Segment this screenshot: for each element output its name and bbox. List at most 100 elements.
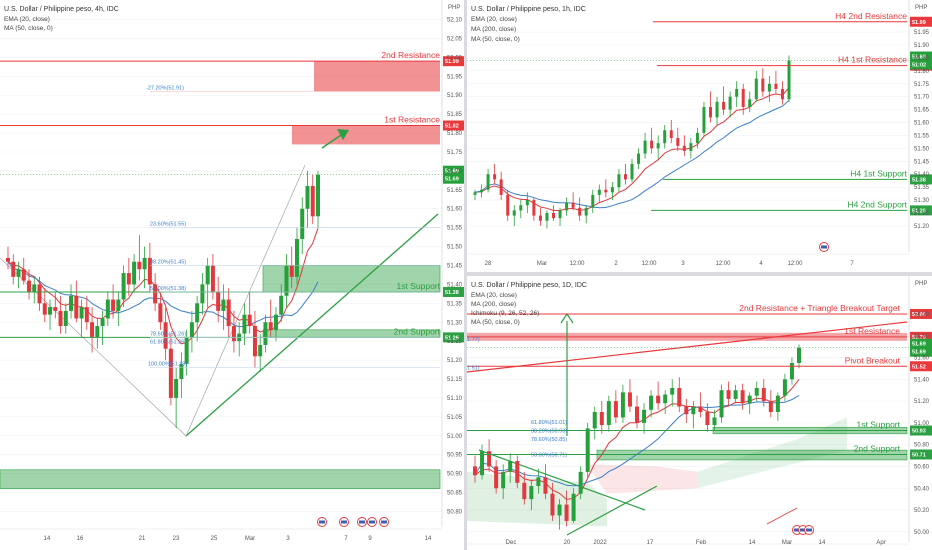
candle-body xyxy=(279,295,284,315)
candle-body xyxy=(684,406,689,415)
level-label: 2nd Resistance + Triangle Breakout Targe… xyxy=(739,303,900,313)
zone-rect xyxy=(0,469,441,490)
price-tag-box xyxy=(910,331,932,342)
candle-body xyxy=(53,307,58,311)
candle-body xyxy=(310,186,315,217)
h1-grid xyxy=(467,31,909,227)
fib-level-label: 78.60%(51.26) xyxy=(150,331,186,337)
time-tick-label: 7 xyxy=(850,261,854,267)
candle-body xyxy=(506,194,510,216)
h1-chart-panel[interactable]: H4 2nd Resistance 51.99 H4 1st Resistance 5… xyxy=(467,0,932,272)
candle-body xyxy=(656,395,661,404)
time-tick-label: Mar xyxy=(782,540,792,546)
price-tick-label: 51.05 xyxy=(447,415,463,421)
price-tick-label: 51.40 xyxy=(447,282,463,288)
d1-indicator-ma50: MA (50, close, 0) xyxy=(471,319,520,326)
candle-body xyxy=(515,461,520,483)
candle-body xyxy=(105,299,110,319)
zone-rect xyxy=(292,125,440,145)
candle-body xyxy=(58,310,63,327)
price-tick-label: 51.90 xyxy=(447,93,463,99)
price-tick-label: 51.35 xyxy=(914,185,930,191)
level-label: H4 1st Support xyxy=(850,168,907,178)
candle-body xyxy=(121,273,126,300)
candle-body xyxy=(780,88,784,100)
candle-body xyxy=(552,212,555,219)
candle-body xyxy=(300,208,305,240)
candle-body xyxy=(722,101,726,110)
current-price-text: 51.69 xyxy=(445,169,459,175)
time-tick-label: 7 xyxy=(344,536,348,542)
candle-body xyxy=(599,412,604,426)
candle-body xyxy=(578,471,583,494)
time-tick-label: Feb xyxy=(696,540,707,546)
candle-body xyxy=(231,326,236,342)
price-tick-label: 50.80 xyxy=(914,443,930,449)
candle-body xyxy=(627,392,632,407)
price-tick-label: 51.95 xyxy=(447,74,463,80)
candle-body xyxy=(21,269,26,281)
candle-body xyxy=(774,83,778,89)
cloud-red xyxy=(587,464,697,494)
candle-body xyxy=(42,303,47,315)
candle-body xyxy=(767,83,771,92)
current-price-box xyxy=(910,338,932,357)
price-tick-label: 51.75 xyxy=(914,82,930,88)
candle-body xyxy=(27,280,32,292)
d1-candles xyxy=(473,344,801,530)
fib-level-label: 50.00%(50.71) xyxy=(531,452,567,458)
time-tick-label: 12:00 xyxy=(641,261,657,267)
candle-body xyxy=(789,362,794,380)
time-tick-label: 12:00 xyxy=(715,261,731,267)
price-tick-label: 51.20 xyxy=(447,358,463,364)
fib-level-label: 23.60%(51.55) xyxy=(150,222,186,228)
candle-body xyxy=(712,417,717,426)
candle-body xyxy=(522,482,527,500)
candle-body xyxy=(189,322,194,338)
price-tag-box xyxy=(910,361,932,372)
candle-body xyxy=(775,395,780,412)
fib-level-label: 100.00%(51.18) xyxy=(148,362,187,368)
price-tag-text: 51.38 xyxy=(445,290,459,296)
candle-body xyxy=(268,322,273,330)
candle-body xyxy=(642,409,647,423)
d1-descending-resistance-line xyxy=(467,321,908,373)
candle-body xyxy=(782,379,787,396)
zone-rect xyxy=(314,61,440,92)
fib-level-label: 38.20%(50.93) xyxy=(531,429,567,435)
d1-chart-panel[interactable]: 2nd Resistance + Triangle Breakout Targe… xyxy=(467,276,932,550)
candle-body xyxy=(606,401,611,426)
fib-level-label: 38.20%(51.45) xyxy=(150,260,186,266)
candle-body xyxy=(698,406,703,412)
price-tag-box xyxy=(910,16,932,27)
candle-body xyxy=(635,406,639,423)
price-tag-text: 52.00 xyxy=(912,312,926,318)
price-tag-box xyxy=(910,308,932,319)
fib-level-label: 61.80%(51.26) xyxy=(150,339,186,345)
candle-body xyxy=(493,174,497,180)
vertical-divider[interactable] xyxy=(464,0,467,550)
h4-axes: PHP52.1052.0552.0051.9551.9051.8551.8051… xyxy=(0,0,463,542)
current-price-countdown: 51:02 xyxy=(912,63,926,69)
current-price-box xyxy=(910,51,932,70)
price-tick-label: 51.60 xyxy=(914,121,930,127)
price-tick-label: 52.00 xyxy=(914,312,930,318)
horizontal-divider[interactable] xyxy=(467,272,932,276)
d1-chart-svg[interactable]: 2nd Resistance + Triangle Breakout Targe… xyxy=(467,276,932,550)
candle-body xyxy=(273,314,278,330)
price-tick-label: 51.40 xyxy=(914,172,930,178)
candle-body xyxy=(16,269,21,277)
candle-body xyxy=(613,401,618,418)
candle-body xyxy=(728,96,732,110)
h1-chart-svg[interactable]: H4 2nd Resistance 51.99 H4 1st Resistance 5… xyxy=(467,0,932,272)
candle-body xyxy=(735,88,739,97)
time-tick-label: 21 xyxy=(139,536,146,542)
candle-body xyxy=(116,299,121,311)
level-label: 2nd Resistance xyxy=(381,50,440,60)
h4-indicator-ma: MA (50, close, 0) xyxy=(4,25,53,32)
candle-body xyxy=(11,261,16,277)
h4-chart-panel[interactable]: 2nd Resistance 51.99 1st Resistance 51.82 1s… xyxy=(0,0,464,550)
h4-chart-svg[interactable]: 2nd Resistance 51.99 1st Resistance 51.82 1s… xyxy=(0,0,464,550)
price-tick-label: 50.85 xyxy=(447,491,463,497)
candle-body xyxy=(289,265,294,277)
